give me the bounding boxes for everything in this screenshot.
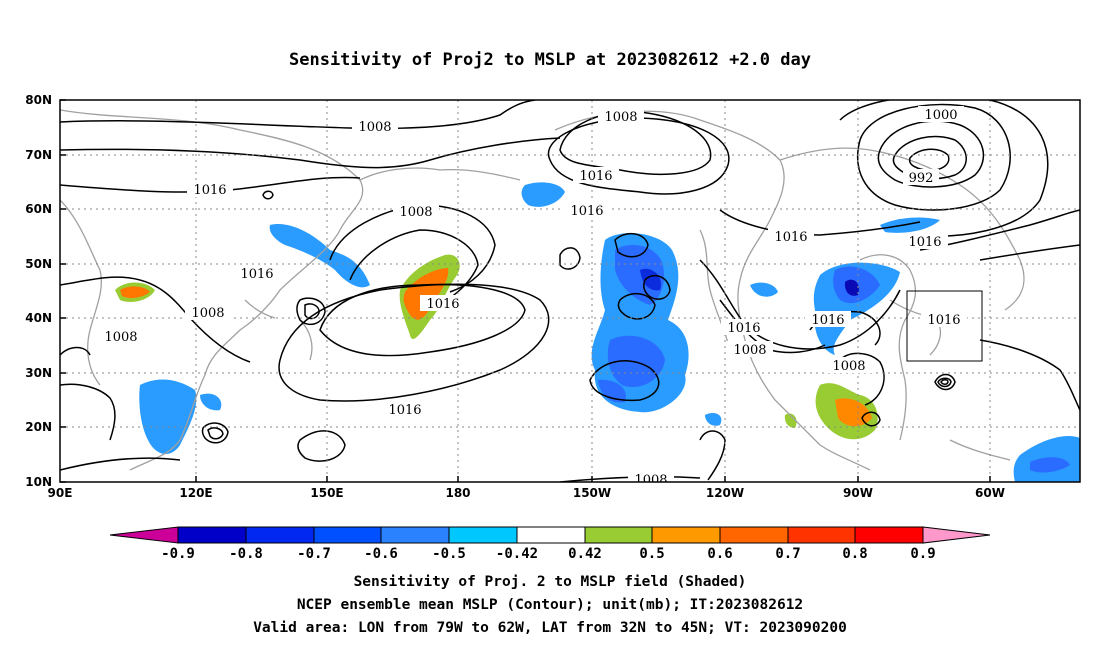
contour-label: 1008: [604, 110, 637, 125]
colorbar: -0.9 -0.8 -0.7 -0.6 -0.5 -0.42 0.42 0.5 …: [109, 526, 991, 562]
caption-shading: Sensitivity of Proj. 2 to MSLP field (Sh…: [353, 574, 747, 590]
colorbar-swatch: [380, 526, 450, 544]
colorbar-label: 0.6: [707, 546, 732, 562]
lat-label: 80N: [25, 93, 52, 107]
colorbar-right-triangle: [922, 526, 991, 544]
lon-label: 90E: [48, 486, 73, 500]
lon-label: 60W: [975, 486, 1005, 500]
contour-label: 1016: [426, 297, 459, 312]
colorbar-swatch: [448, 526, 518, 544]
lon-label: 180: [445, 486, 470, 500]
lat-label: 30N: [25, 366, 52, 380]
valid-area-box: [906, 290, 983, 362]
longitude-labels: 90E 120E 150E 180 150W 120W 90W 60W: [48, 486, 1005, 500]
colorbar-label: -0.9: [161, 546, 195, 562]
colorbar-swatch: [719, 526, 789, 544]
colorbar-label: 0.8: [842, 546, 867, 562]
latitude-labels: 80N 70N 60N 50N 40N 30N 20N 10N: [25, 93, 52, 489]
colorbar-label: -0.8: [229, 546, 263, 562]
lat-label: 40N: [25, 311, 52, 325]
lat-label: 50N: [25, 257, 52, 271]
colorbar-swatch: [245, 526, 315, 544]
lat-label: 20N: [25, 420, 52, 434]
colorbar-label: 0.5: [639, 546, 664, 562]
page-title: Sensitivity of Proj2 to MSLP at 20230826…: [289, 50, 811, 70]
lon-label: 150W: [573, 486, 611, 500]
contour-label: 1008: [634, 473, 667, 488]
lat-label: 10N: [25, 475, 52, 489]
colorbar-swatch: [854, 526, 924, 544]
contour-label: 1008: [733, 343, 766, 358]
contour-label: 1016: [774, 230, 807, 245]
colorbar-label: 0.9: [910, 546, 935, 562]
colorbar-swatch: [177, 526, 247, 544]
lat-label: 70N: [25, 148, 52, 162]
contour-label: 1000: [924, 108, 957, 123]
lon-label: 120E: [179, 486, 212, 500]
axis-ticks: [60, 99, 991, 483]
lon-label: 90W: [843, 486, 873, 500]
contour-label: 1008: [399, 205, 432, 220]
contour-label: 1008: [832, 359, 865, 374]
contour-label: 1016: [811, 313, 844, 328]
colorbar-label: -0.42: [496, 546, 538, 562]
colorbar-swatch: [787, 526, 856, 544]
lon-label: 150E: [310, 486, 343, 500]
sensitivity-shading: [115, 182, 1080, 482]
contour-label: 1008: [191, 306, 224, 321]
contour-label: 1008: [358, 120, 391, 135]
colorbar-label: -0.6: [364, 546, 398, 562]
caption-valid-area: Valid area: LON from 79W to 62W, LAT fro…: [253, 620, 847, 636]
contour-label: 992: [909, 171, 934, 186]
colorbar-swatch: [651, 526, 721, 544]
colorbar-left-triangle: [109, 526, 179, 544]
colorbar-swatch: [516, 526, 586, 544]
contour-label: 1016: [570, 204, 603, 219]
contour-label: 1016: [388, 403, 421, 418]
contour-label: 1016: [927, 313, 960, 328]
contour-label: 1008: [104, 330, 137, 345]
lat-label: 60N: [25, 202, 52, 216]
contour-label: 1016: [908, 235, 941, 250]
colorbar-label: 0.42: [568, 546, 602, 562]
colorbar-label: -0.5: [432, 546, 466, 562]
contour-label: 1016: [240, 267, 273, 282]
colorbar-swatch: [313, 526, 382, 544]
colorbar-label: -0.7: [297, 546, 331, 562]
contour-label: 1016: [193, 183, 226, 198]
lon-label: 120W: [706, 486, 744, 500]
map-frame: [59, 99, 1081, 483]
colorbar-label: 0.7: [775, 546, 800, 562]
caption-contour: NCEP ensemble mean MSLP (Contour); unit(…: [296, 597, 804, 613]
contour-label: 1016: [579, 169, 612, 184]
contour-label: 1016: [727, 321, 760, 336]
contour-labels: 1008 1016 1008 1000 992 1016 1016 1016 1…: [98, 106, 967, 488]
colorbar-swatch: [584, 526, 653, 544]
